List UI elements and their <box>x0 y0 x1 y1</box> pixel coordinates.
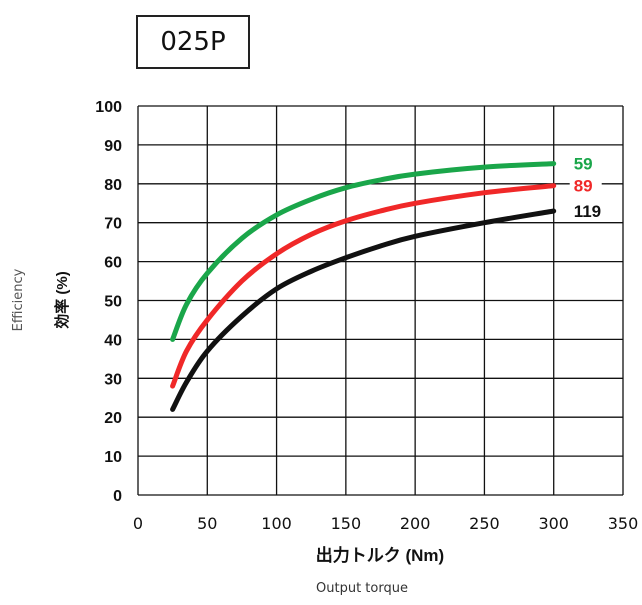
series-label-bg <box>569 173 602 196</box>
y-tick-label: 50 <box>104 294 122 311</box>
y-tick-label: 30 <box>104 371 122 388</box>
x-tick-label: 150 <box>331 514 362 533</box>
x-tick-label: 250 <box>469 514 500 533</box>
chart-title: 025P <box>136 15 250 69</box>
y-axis-title: 効率 (%) <box>53 271 71 329</box>
series-lines <box>170 161 557 412</box>
series-label-bg <box>569 151 602 174</box>
series-label-119: 119 <box>574 202 601 221</box>
y-tick-label: 20 <box>104 410 122 427</box>
series-label-bg <box>569 199 602 222</box>
x-axis-title-en: Output torque <box>316 581 408 596</box>
series-line-119 <box>170 208 557 412</box>
y-axis-title-en: Efficiency <box>11 268 26 331</box>
x-axis-title: 出力トルク (Nm) <box>316 545 444 565</box>
x-tick-label: 50 <box>197 514 217 533</box>
y-tick-label: 10 <box>104 449 122 466</box>
y-tick-label: 60 <box>104 255 122 272</box>
x-tick-label: 200 <box>400 514 431 533</box>
x-tick-label: 300 <box>538 514 569 533</box>
series-line-59 <box>170 161 557 342</box>
y-tick-label: 0 <box>113 488 122 505</box>
y-tick-label: 70 <box>104 216 122 233</box>
grid <box>137 105 624 496</box>
y-tick-label: 90 <box>104 138 122 155</box>
x-tick-label: 100 <box>261 514 292 533</box>
tick-labels: 0 10 20 30 40 50 60 70 80 90 100 0 50 100 150 200 250 300… <box>95 99 638 533</box>
y-tick-label: 100 <box>95 99 122 116</box>
x-tick-label: 350 <box>608 514 639 533</box>
series-labels: 59 89 119 <box>569 151 602 222</box>
series-label-89: 89 <box>574 177 593 196</box>
series-label-59: 59 <box>574 155 593 174</box>
y-tick-label: 40 <box>104 332 122 349</box>
series-line-89 <box>170 183 557 389</box>
y-tick-label: 80 <box>104 177 122 194</box>
x-tick-label: 0 <box>133 514 143 533</box>
